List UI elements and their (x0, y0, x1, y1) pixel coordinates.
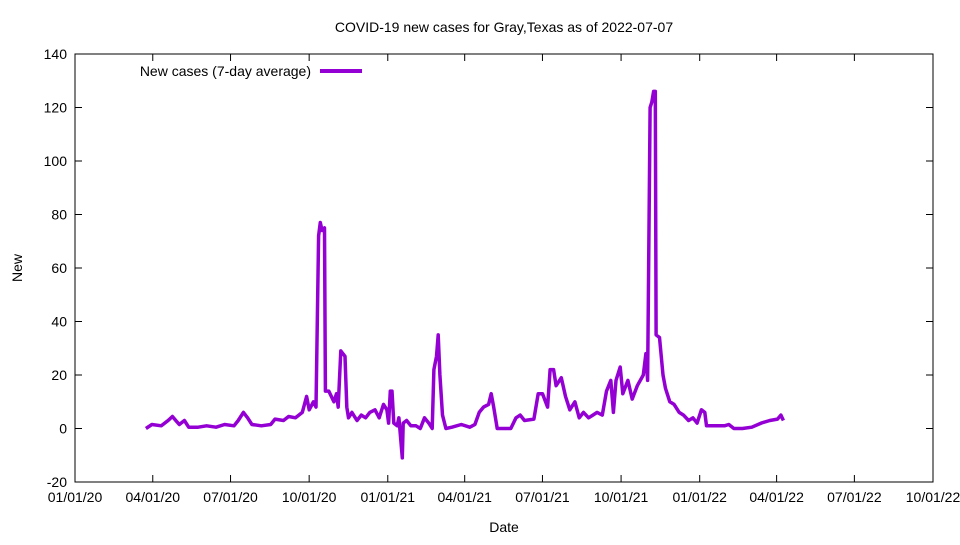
x-tick-label: 01/01/22 (672, 489, 727, 505)
y-tick-label: 120 (44, 100, 68, 116)
y-tick-label: 40 (51, 314, 67, 330)
x-tick-label: 04/01/21 (437, 489, 492, 505)
y-tick-label: 0 (59, 421, 67, 437)
x-tick-label: 10/01/22 (906, 489, 960, 505)
x-tick-label: 04/01/22 (749, 489, 804, 505)
y-tick-label: 20 (51, 367, 67, 383)
x-tick-label: 01/01/20 (48, 489, 103, 505)
y-axis-label: New (9, 253, 25, 282)
x-tick-label: 07/01/22 (827, 489, 882, 505)
x-tick-label: 10/01/21 (594, 489, 649, 505)
y-axis: -20 0 20 40 60 80 100 120 140 (44, 46, 933, 490)
y-tick-label: 100 (44, 153, 68, 169)
y-tick-label: 80 (51, 207, 67, 223)
x-tick-label: 01/01/21 (361, 489, 416, 505)
y-tick-label: -20 (47, 474, 67, 490)
legend: New cases (7-day average) (140, 63, 362, 79)
y-tick-label: 140 (44, 46, 68, 62)
x-tick-label: 04/01/20 (126, 489, 181, 505)
series-line-new-cases (144, 89, 785, 460)
x-tick-label: 10/01/20 (282, 489, 337, 505)
chart-title: COVID-19 new cases for Gray,Texas as of … (335, 19, 673, 35)
plot-frame (74, 53, 934, 483)
y-tick-label: 60 (51, 260, 67, 276)
x-tick-label: 07/01/20 (203, 489, 258, 505)
legend-label: New cases (7-day average) (140, 63, 311, 79)
x-axis-label: Date (489, 519, 519, 535)
x-axis: 01/01/20 04/01/20 07/01/20 10/01/20 01/01/21… (48, 54, 960, 505)
x-tick-label: 07/01/21 (515, 489, 570, 505)
